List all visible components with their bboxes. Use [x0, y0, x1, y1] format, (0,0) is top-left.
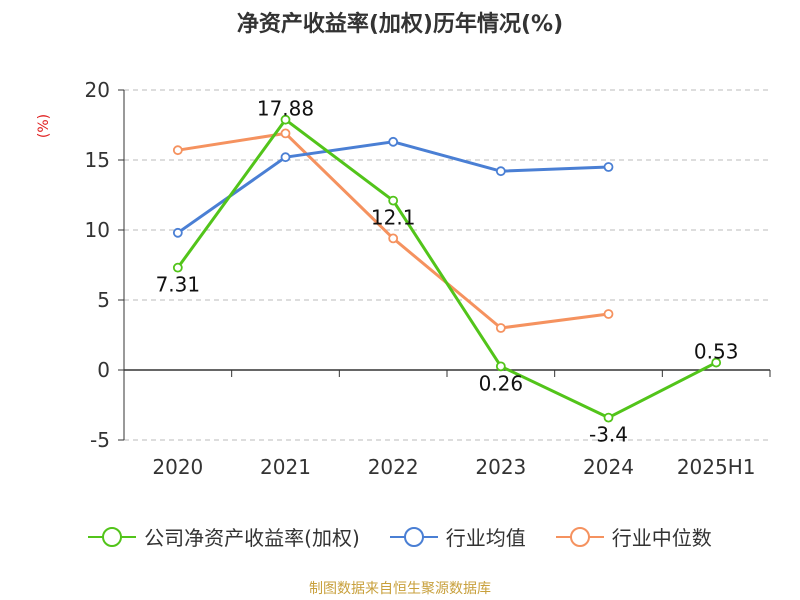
y-tick-label: 20	[85, 78, 110, 102]
data-label: 12.1	[371, 206, 416, 230]
data-point	[603, 162, 614, 172]
legend-swatch-icon	[389, 526, 438, 547]
data-point	[280, 114, 291, 125]
series-line	[176, 118, 717, 420]
data-label: 0.53	[694, 340, 739, 364]
data-point	[603, 309, 614, 319]
y-tick-label: 15	[85, 148, 110, 172]
data-point	[388, 195, 399, 206]
legend-label: 公司净资产收益率(加权)	[144, 526, 360, 550]
data-point	[711, 357, 722, 368]
data-point	[172, 227, 183, 238]
x-tick-label: 2022	[368, 455, 419, 479]
legend-item[interactable]: 行业均值	[389, 522, 526, 551]
data-point	[172, 145, 183, 156]
data-point	[280, 128, 291, 139]
y-tick-label: 0	[97, 358, 110, 382]
series-line	[177, 131, 609, 330]
legend-swatch-icon	[555, 526, 604, 547]
data-point	[388, 136, 399, 147]
data-point	[603, 412, 614, 423]
legend-item[interactable]: 公司净资产收益率(加权)	[88, 522, 360, 551]
data-label: -3.4	[589, 423, 628, 447]
data-label: 7.31	[156, 273, 201, 297]
data-label: 0.26	[479, 371, 524, 395]
data-point	[495, 166, 506, 177]
y-tick-label: 5	[97, 288, 110, 312]
data-point	[495, 361, 506, 372]
data-source-note: 制图数据来自恒生聚源数据库	[309, 581, 491, 597]
legend-item[interactable]: 行业中位数	[555, 522, 712, 551]
legend-swatch-icon	[88, 526, 137, 547]
data-point	[388, 233, 399, 244]
chart-title: 净资产收益率(加权)历年情况(%)	[236, 12, 564, 37]
x-tick-label: 2023	[475, 455, 526, 479]
data-point	[280, 152, 291, 163]
data-point	[495, 323, 506, 333]
legend: 公司净资产收益率(加权) 行业均值 行业中位数	[0, 522, 800, 551]
x-tick-label: 2024	[583, 455, 634, 479]
x-tick-label: 2021	[260, 455, 311, 479]
data-point	[172, 262, 183, 273]
data-label: 17.88	[257, 97, 314, 121]
legend-label: 行业中位数	[611, 526, 712, 550]
y-tick-label: 10	[85, 218, 110, 242]
y-tick-label: -5	[90, 428, 110, 452]
x-tick-label: 2020	[152, 455, 203, 479]
legend-label: 行业均值	[445, 526, 526, 550]
x-tick-label: 2025H1	[677, 455, 756, 479]
